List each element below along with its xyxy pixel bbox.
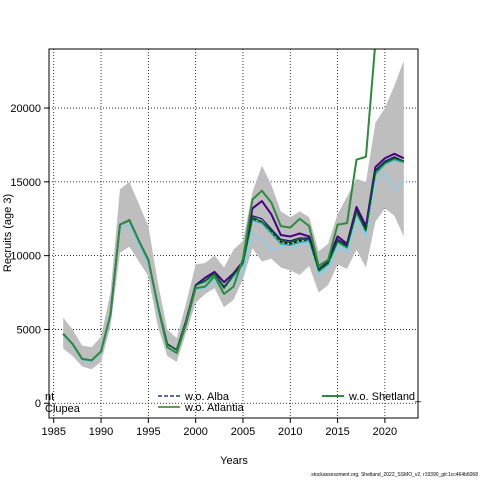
y-tick-label: 10000 bbox=[10, 251, 41, 263]
x-tick-label: 1990 bbox=[89, 426, 113, 438]
x-axis-title: Years bbox=[220, 455, 248, 467]
confidence-band-layer bbox=[63, 60, 404, 370]
x-tick-label: 2000 bbox=[183, 426, 207, 438]
y-axis-title: Recruits (age 3) bbox=[2, 194, 14, 272]
x-tick-label: 2020 bbox=[373, 426, 397, 438]
y-axis: 0 5000 10000 15000 20000 bbox=[10, 103, 49, 410]
x-tick-label: 2015 bbox=[325, 426, 349, 438]
x-tick-label: 1985 bbox=[41, 426, 65, 438]
plot-frame bbox=[48, 48, 419, 419]
y-tick-label: 20000 bbox=[10, 103, 41, 115]
x-tick-label: 2005 bbox=[231, 426, 255, 438]
x-tick-label: 1995 bbox=[136, 426, 160, 438]
legend-label: w.o. Alba bbox=[184, 391, 230, 403]
footer-source: stockassessment.org, Shetland_2022_SSMO_… bbox=[311, 472, 478, 478]
series-layer bbox=[62, 49, 405, 363]
legend-label-partial: Clupea bbox=[45, 403, 81, 415]
confidence-band bbox=[63, 60, 404, 370]
y-tick-label: 5000 bbox=[17, 324, 41, 336]
legend-label-partial: nt bbox=[45, 391, 54, 403]
x-tick-label: 2010 bbox=[278, 426, 302, 438]
y-tick-label: 0 bbox=[35, 398, 41, 410]
series-line-8 bbox=[62, 49, 376, 362]
x-axis: 1985 1990 1995 2000 2005 2010 2015 2020 bbox=[41, 418, 397, 438]
y-tick-label: 15000 bbox=[10, 177, 41, 189]
legend-label: w.o. Atlantia bbox=[184, 402, 245, 414]
legend-label: w.o. Shetland_ bbox=[348, 391, 422, 403]
